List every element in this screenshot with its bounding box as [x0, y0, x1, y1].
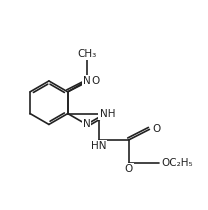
Text: O: O [125, 164, 133, 174]
Text: NH: NH [99, 109, 115, 119]
Text: O: O [91, 76, 99, 86]
Text: CH₃: CH₃ [77, 49, 96, 59]
Text: N: N [83, 76, 90, 86]
Text: OC₂H₅: OC₂H₅ [161, 158, 193, 168]
Text: N: N [83, 119, 90, 129]
Text: O: O [152, 124, 160, 134]
Text: HN: HN [91, 141, 106, 151]
